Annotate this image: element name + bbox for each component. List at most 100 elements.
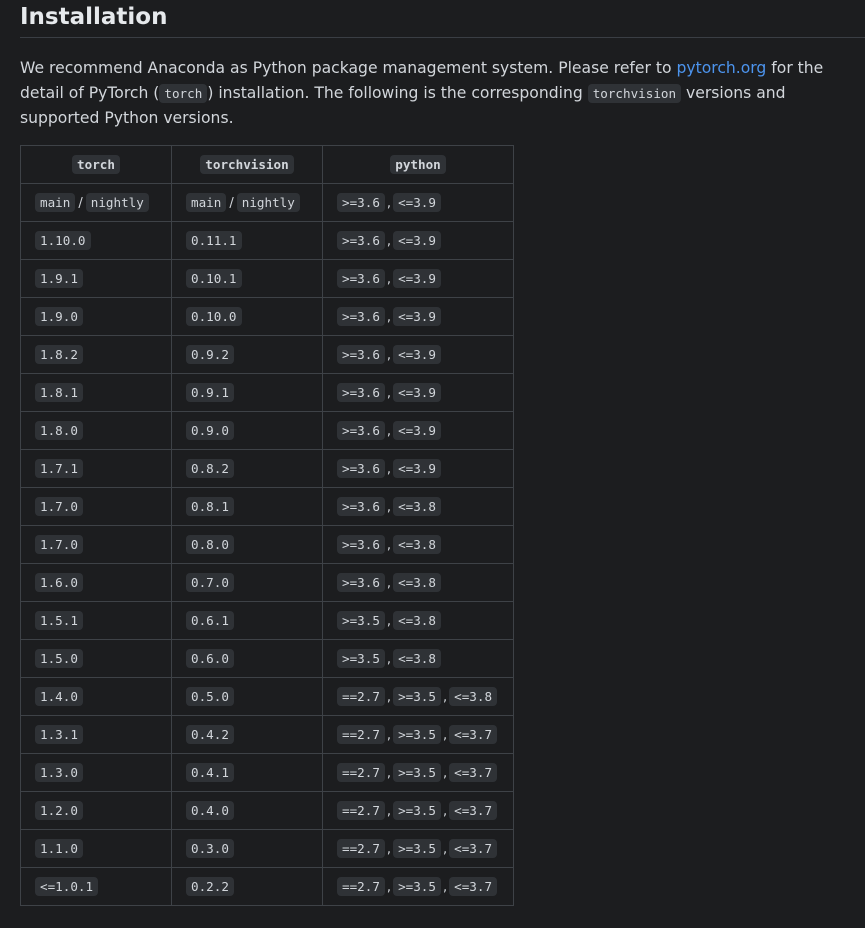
python-version: >=3.6 <box>337 496 385 516</box>
torch-version: 1.8.1 <box>35 382 83 402</box>
comma-separator: , <box>386 461 392 477</box>
torch-cell: 1.9.0 <box>20 297 172 336</box>
torchvision-cell: 0.6.1 <box>171 601 323 640</box>
python-version: ==2.7 <box>337 876 385 896</box>
intro-text-4: versions and supported Python versions. <box>20 83 786 128</box>
torch-cell: 1.1.0 <box>20 829 172 868</box>
torchvision-cell: 0.4.2 <box>171 715 323 754</box>
torch-version: main <box>35 192 76 212</box>
torchvision-cell: main / nightly <box>171 183 323 222</box>
torch-version: 1.7.0 <box>35 534 83 554</box>
torch-cell: 1.6.0 <box>20 563 172 602</box>
table-row: 1.3.0 0.4.1 ==2.7, >=3.5, <=3.7 <box>20 753 514 792</box>
torch-cell: 1.8.0 <box>20 411 172 450</box>
python-cell: >=3.5, <=3.8 <box>322 639 514 678</box>
python-cell: >=3.6, <=3.9 <box>322 335 514 374</box>
pytorch-link[interactable]: pytorch.org <box>676 59 767 77</box>
torchvision-cell: 0.8.0 <box>171 525 323 564</box>
python-version: >=3.6 <box>337 458 385 478</box>
torch-cell: 1.7.1 <box>20 449 172 488</box>
torchvision-cell: 0.2.2 <box>171 867 323 906</box>
torch-cell: 1.3.0 <box>20 753 172 792</box>
python-version: >=3.5 <box>337 610 385 630</box>
torchvision-cell: 0.8.1 <box>171 487 323 526</box>
torchvision-cell: 0.4.1 <box>171 753 323 792</box>
torchvision-version: 0.8.1 <box>186 496 234 516</box>
comma-separator: , <box>386 233 392 249</box>
python-version: >=3.6 <box>337 420 385 440</box>
torch-version: 1.7.0 <box>35 496 83 516</box>
python-version: <=3.7 <box>449 724 498 744</box>
python-version: <=3.9 <box>393 306 441 326</box>
comma-separator: , <box>386 499 392 515</box>
python-version: >=3.6 <box>337 230 385 250</box>
table-row: 1.6.0 0.7.0 >=3.6, <=3.8 <box>20 563 514 602</box>
comma-separator: , <box>386 727 392 743</box>
torchvision-version: 0.4.1 <box>186 762 234 782</box>
torch-cell: <=1.0.1 <box>20 867 172 906</box>
python-version: <=3.9 <box>393 344 441 364</box>
torchvision-version: 0.6.0 <box>186 648 234 668</box>
comma-separator: , <box>386 537 392 553</box>
python-version: <=3.7 <box>449 876 498 896</box>
table-row: 1.2.0 0.4.0 ==2.7, >=3.5, <=3.7 <box>20 791 514 830</box>
comma-separator: , <box>442 727 448 743</box>
table-body: main / nightly main / nightly >=3.6, <=3.9 1.10.… <box>20 183 514 906</box>
torchvision-cell: 0.9.2 <box>171 335 323 374</box>
torch-version: 1.5.0 <box>35 648 83 668</box>
python-version: ==2.7 <box>337 686 385 706</box>
torchvision-version: main <box>186 192 227 212</box>
python-version: <=3.8 <box>393 572 441 592</box>
torch-cell: 1.9.1 <box>20 259 172 298</box>
inline-code-torchvision: torchvision <box>587 83 682 103</box>
python-cell: ==2.7, >=3.5, <=3.7 <box>322 867 514 906</box>
python-version: >=3.6 <box>337 572 385 592</box>
torchvision-cell: 0.5.0 <box>171 677 323 716</box>
python-version: ==2.7 <box>337 762 385 782</box>
torch-version: 1.9.1 <box>35 268 83 288</box>
torchvision-version: 0.9.2 <box>186 344 234 364</box>
torch-version: 1.2.0 <box>35 800 83 820</box>
comma-separator: , <box>442 841 448 857</box>
python-version: <=3.8 <box>449 686 498 706</box>
python-version: <=3.8 <box>393 496 441 516</box>
header-torch: torch <box>20 145 172 184</box>
torchvision-version: nightly <box>236 192 300 212</box>
version-table: torch torchvision python main / nightly mai… <box>20 145 514 906</box>
python-cell: >=3.6, <=3.9 <box>322 411 514 450</box>
torch-version: 1.4.0 <box>35 686 83 706</box>
torchvision-cell: 0.6.0 <box>171 639 323 678</box>
python-version: ==2.7 <box>337 800 385 820</box>
python-cell: >=3.6, <=3.9 <box>322 373 514 412</box>
intro-text-1: We recommend Anaconda as Python package … <box>20 59 677 77</box>
torch-version: 1.8.0 <box>35 420 83 440</box>
comma-separator: , <box>386 271 392 287</box>
python-cell: >=3.6, <=3.9 <box>322 183 514 222</box>
comma-separator: , <box>386 347 392 363</box>
python-version: <=3.9 <box>393 268 441 288</box>
torch-version: 1.9.0 <box>35 306 83 326</box>
torch-cell: 1.3.1 <box>20 715 172 754</box>
table-row: 1.10.0 0.11.1 >=3.6, <=3.9 <box>20 221 514 260</box>
torchvision-version: 0.5.0 <box>186 686 234 706</box>
comma-separator: , <box>442 765 448 781</box>
torch-version: 1.1.0 <box>35 838 83 858</box>
torchvision-version: 0.2.2 <box>186 876 234 896</box>
torch-cell: 1.2.0 <box>20 791 172 830</box>
table-row: 1.8.1 0.9.1 >=3.6, <=3.9 <box>20 373 514 412</box>
comma-separator: , <box>442 689 448 705</box>
python-cell: >=3.6, <=3.9 <box>322 221 514 260</box>
inline-code-torch: torch <box>159 83 208 103</box>
intro-text-3: ) installation. The following is the cor… <box>207 83 588 102</box>
table-row: 1.9.1 0.10.1 >=3.6, <=3.9 <box>20 259 514 298</box>
header-python: python <box>322 145 514 184</box>
comma-separator: , <box>442 879 448 895</box>
comma-separator: , <box>386 651 392 667</box>
torch-version: 1.5.1 <box>35 610 83 630</box>
python-cell: >=3.6, <=3.9 <box>322 449 514 488</box>
torchvision-cell: 0.9.1 <box>171 373 323 412</box>
table-row: 1.5.1 0.6.1 >=3.5, <=3.8 <box>20 601 514 640</box>
torch-version: 1.8.2 <box>35 344 83 364</box>
python-version: >=3.5 <box>393 800 441 820</box>
table-row: 1.8.0 0.9.0 >=3.6, <=3.9 <box>20 411 514 450</box>
